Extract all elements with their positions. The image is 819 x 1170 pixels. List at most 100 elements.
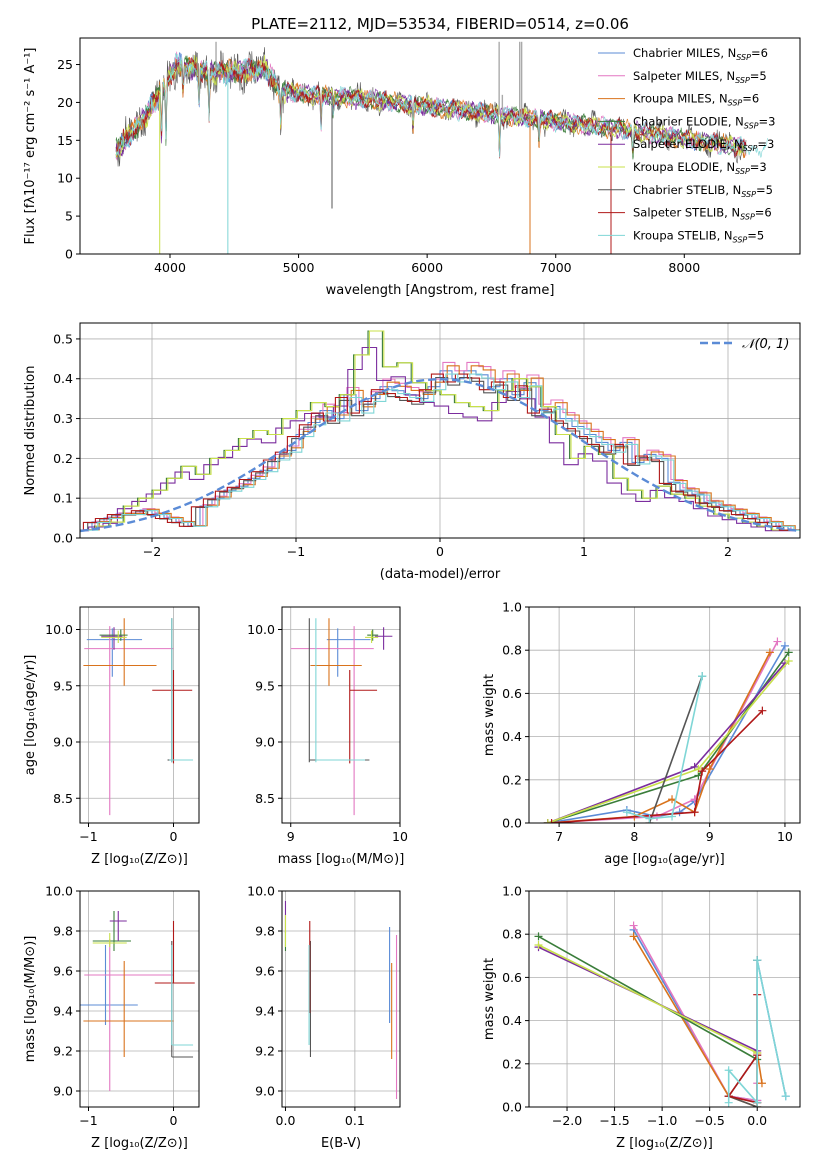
- y-tick-label: 9.0: [53, 735, 73, 750]
- weight-series-salpeter-stelib: [724, 990, 762, 1107]
- weight-marker: [705, 765, 714, 773]
- y-tick-label: 10.0: [247, 884, 275, 899]
- x-tick-label: −2.0: [552, 1113, 582, 1128]
- y-axis-label: age [log₁₀(age/yr)]: [23, 655, 38, 776]
- weight-line: [727, 959, 787, 1105]
- errorbar-chabrier-miles: [80, 945, 138, 1025]
- weight-line: [538, 935, 758, 1061]
- errorbar-kroupa-stelib: [169, 618, 194, 763]
- errorbar-salpeter-elodie: [374, 627, 393, 650]
- plot-area: [284, 901, 398, 1099]
- legend-entry: Kroupa STELIB, NSSP=5: [633, 228, 764, 244]
- errorbar-salpeter-elodie: [101, 627, 123, 650]
- weight-line: [547, 651, 790, 823]
- weight-series-kroupa-miles: [543, 648, 774, 823]
- y-axis-label: Normed distribution: [23, 366, 38, 496]
- figure-title: PLATE=2112, MJD=53534, FIBERID=0514, z=0…: [251, 15, 629, 33]
- weight-line: [626, 675, 703, 820]
- errorbar-salpeter-stelib: [154, 921, 195, 984]
- y-tick-label: 1.0: [502, 884, 522, 899]
- y-tick-label: 9.2: [255, 1044, 275, 1059]
- x-tick-label: 7000: [540, 260, 572, 275]
- y-tick-label: 0.3: [53, 411, 73, 426]
- weight-marker: [780, 641, 789, 650]
- panel-mass-weight-vs-Z: −2.0 −1.5 −1.0 −0.5 0.0 0.0 0.2 0.4 0.6 0.8 1.0 Z […: [482, 884, 801, 1151]
- spectrum-legend: Chabrier MILES, NSSP=6 Salpeter MILES, NS…: [598, 46, 775, 244]
- y-tick-label: 8.5: [255, 791, 275, 806]
- x-tick-label: 0.0: [276, 1113, 296, 1128]
- y-tick-label: 10.0: [247, 622, 275, 637]
- errorbar-kroupa-stelib: [315, 618, 366, 763]
- x-tick-label: 1: [580, 544, 588, 559]
- weight-marker: [724, 1098, 733, 1107]
- x-tick-label: 8000: [668, 260, 700, 275]
- weight-marker: [543, 819, 552, 823]
- y-tick-label: 0.2: [502, 1056, 522, 1071]
- axes-frame: [528, 890, 801, 1108]
- x-tick-label: −0.5: [694, 1113, 724, 1128]
- y-tick-label: 9.5: [53, 678, 73, 693]
- weight-marker: [781, 1092, 790, 1101]
- panel-age-vs-Z: −1 0 8.5 9.0 9.5 10.0 Z [log₁₀(Z/Z⊙)] age [log₁…: [23, 606, 200, 867]
- errorbar-kroupa-stelib: [171, 945, 194, 1046]
- errorbar-chabrier-elodie: [92, 911, 131, 951]
- weight-marker: [765, 648, 774, 657]
- y-axis-label: mass [log₁₀(M/M⊙)]: [23, 936, 38, 1063]
- y-tick-label: 25: [57, 57, 73, 72]
- y-tick-label: 9.8: [255, 924, 275, 939]
- axes-frame: [528, 606, 801, 824]
- y-axis-label: Flux [fλ10⁻¹⁷ erg cm⁻² s⁻¹ A⁻¹]: [23, 48, 38, 245]
- x-tick-label: 0: [436, 544, 444, 559]
- y-tick-label: 0.8: [502, 643, 522, 658]
- legend-entry: Salpeter STELIB, NSSP=6: [633, 206, 772, 222]
- weight-series-kroupa-elodie: [543, 657, 793, 823]
- y-tick-label: 10.0: [45, 622, 73, 637]
- y-tick-label: 9.8: [53, 924, 73, 939]
- errorbar-kroupa-miles: [83, 961, 174, 1057]
- x-tick-label: 4000: [154, 260, 186, 275]
- y-tick-label: 0.8: [502, 927, 522, 942]
- weight-line: [538, 944, 758, 1054]
- plot-area: [80, 911, 195, 1091]
- histogram-salpeter-miles: [82, 361, 800, 531]
- y-tick-label: 8.5: [53, 791, 73, 806]
- weight-marker: [698, 672, 707, 681]
- histogram-kroupa-stelib: [85, 373, 800, 531]
- errorbar-kroupa-miles: [83, 618, 157, 686]
- histogram-kroupa-miles: [87, 365, 800, 531]
- errorbar-salpeter-miles: [84, 939, 174, 1091]
- axes-frame: [281, 606, 401, 824]
- weight-marker: [645, 814, 654, 823]
- y-tick-label: 0.5: [53, 331, 73, 346]
- errorbar-kroupa-elodie: [365, 630, 379, 643]
- legend-entry: Salpeter MILES, NSSP=5: [633, 69, 767, 85]
- panel-age-vs-mass: 9 10 8.5 9.0 9.5 10.0 mass [log₁₀(M/M⊙)]: [247, 606, 408, 867]
- weight-marker: [668, 795, 677, 804]
- panels: 4000 5000 6000 7000 80000510152025wavelength…: [23, 37, 801, 1151]
- y-tick-label: 9.4: [53, 1004, 73, 1019]
- x-axis-label: E(B-V): [321, 1136, 361, 1151]
- y-tick-label: 0.0: [53, 531, 73, 546]
- x-axis-label: Z [log₁₀(Z/Z⊙)]: [616, 1136, 713, 1151]
- x-tick-label: −2: [143, 544, 161, 559]
- y-tick-label: 5: [65, 209, 73, 224]
- weight-marker: [622, 808, 631, 817]
- errorbar-salpeter-miles: [290, 626, 374, 816]
- spectrum-line-kroupa-elodie: [115, 54, 747, 158]
- legend-entry: Kroupa ELODIE, NSSP=3: [633, 160, 767, 176]
- y-tick-label: 0.4: [502, 729, 522, 744]
- errorbar-salpeter-elodie: [109, 911, 127, 941]
- plot-area: [534, 921, 790, 1107]
- weight-marker: [753, 1098, 762, 1107]
- weight-line: [551, 710, 763, 823]
- weight-marker: [675, 808, 684, 817]
- x-tick-label: 9: [706, 829, 714, 844]
- weight-line: [547, 645, 786, 823]
- weight-marker: [652, 812, 661, 821]
- weight-series-kroupa-stelib: [622, 672, 707, 823]
- weight-marker: [758, 706, 767, 715]
- errorbar-kroupa-miles: [310, 618, 362, 686]
- weight-marker: [547, 819, 556, 823]
- axes-frame: [281, 890, 401, 1108]
- legend-normal-label: 𝒩(0, 1): [742, 337, 789, 352]
